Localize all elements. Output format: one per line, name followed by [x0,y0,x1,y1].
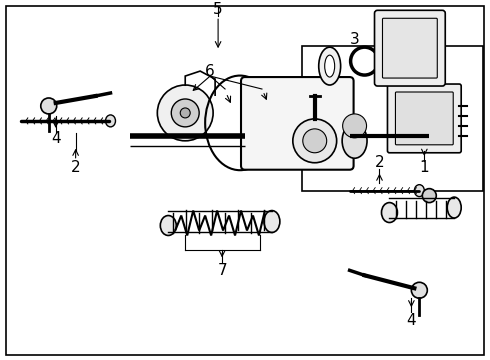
FancyBboxPatch shape [383,18,437,78]
FancyBboxPatch shape [241,77,354,170]
Circle shape [172,99,199,127]
Circle shape [303,129,327,153]
Ellipse shape [264,211,280,233]
Ellipse shape [160,216,176,235]
Text: 2: 2 [71,160,80,175]
Text: 2: 2 [375,155,384,170]
Circle shape [157,85,213,141]
Ellipse shape [447,197,461,218]
Text: 7: 7 [217,263,227,278]
Circle shape [293,119,337,163]
Circle shape [41,98,57,114]
Text: 5: 5 [213,2,223,17]
Ellipse shape [325,55,335,77]
Text: 3: 3 [350,32,360,47]
Ellipse shape [382,203,397,222]
FancyBboxPatch shape [374,10,445,86]
FancyBboxPatch shape [388,84,461,153]
Text: 6: 6 [205,64,215,78]
Ellipse shape [422,189,436,203]
Circle shape [343,114,367,138]
FancyBboxPatch shape [395,92,453,145]
Ellipse shape [415,185,424,197]
Text: 4: 4 [51,131,61,146]
Circle shape [412,282,427,298]
Ellipse shape [105,115,116,127]
Ellipse shape [318,47,341,85]
Bar [302,46,483,191]
Circle shape [180,108,190,118]
Ellipse shape [342,123,367,158]
Text: 1: 1 [419,160,429,175]
Text: 4: 4 [407,312,416,328]
